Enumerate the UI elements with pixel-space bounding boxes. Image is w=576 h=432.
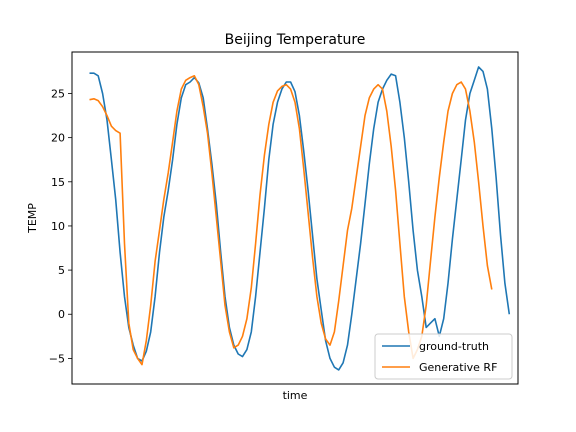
axes-frame bbox=[72, 52, 518, 384]
y-axis-label: TEMP bbox=[26, 203, 39, 234]
y-tick-label: 0 bbox=[58, 308, 65, 321]
y-axis: −5 0 5 10 15 20 25 bbox=[49, 88, 72, 365]
x-axis-label: time bbox=[283, 389, 308, 402]
legend-label-ground-truth: ground-truth bbox=[419, 340, 489, 353]
legend: ground-truth Generative RF bbox=[374, 333, 513, 380]
series-line-generative-rf bbox=[89, 75, 493, 366]
y-tick-label: 25 bbox=[51, 88, 65, 101]
y-tick-label: −5 bbox=[49, 352, 65, 365]
y-tick-label: 20 bbox=[51, 132, 65, 145]
plot-area bbox=[71, 51, 519, 385]
y-tick-label: 5 bbox=[58, 264, 65, 277]
chart-title: Beijing Temperature bbox=[225, 32, 366, 48]
y-tick-label: 10 bbox=[51, 220, 65, 233]
legend-label-generative-rf: Generative RF bbox=[419, 361, 497, 374]
axes-border bbox=[71, 51, 519, 385]
y-tick-label: 15 bbox=[51, 176, 65, 189]
